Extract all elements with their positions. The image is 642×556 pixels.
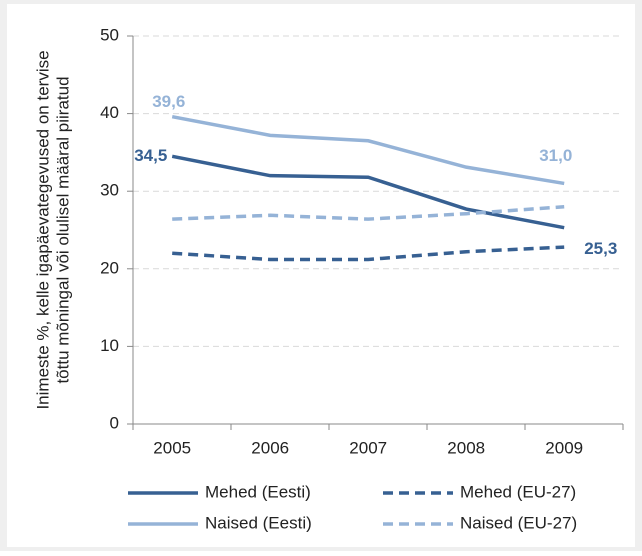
y-tick-label: 50 (100, 25, 119, 44)
x-tick-label: 2005 (153, 438, 191, 457)
legend-label: Mehed (EU-27) (460, 482, 576, 501)
series-line (172, 204, 565, 221)
y-axis-label: Inimeste %, kelle igapäevategevused on t… (33, 50, 72, 409)
x-tick-label: 2009 (545, 438, 583, 457)
data-label: 31,0 (539, 146, 572, 165)
legend-label: Mehed (Eesti) (205, 482, 311, 501)
chart-area (7, 4, 635, 547)
legend-label: Naised (Eesti) (205, 513, 312, 532)
data-label: 34,5 (134, 146, 167, 165)
series-line (172, 245, 565, 262)
data-label: 39,6 (152, 92, 185, 111)
y-axis-label-line: tõttu mõningal või olulisel määral piira… (53, 76, 72, 383)
series-line (171, 154, 565, 230)
legend-label: Naised (EU-27) (460, 513, 577, 532)
series-line (171, 114, 565, 186)
y-tick-label: 40 (100, 103, 119, 122)
y-axis-label-line: Inimeste %, kelle igapäevategevused on t… (33, 50, 52, 409)
y-tick-label: 20 (100, 258, 119, 277)
y-tick-label: 30 (100, 181, 119, 200)
x-tick-label: 2006 (251, 438, 289, 457)
y-tick-label: 0 (110, 413, 119, 432)
x-tick-label: 2008 (447, 438, 485, 457)
data-label: 25,3 (584, 239, 617, 258)
y-tick-label: 10 (100, 336, 119, 355)
x-tick-label: 2007 (349, 438, 387, 457)
